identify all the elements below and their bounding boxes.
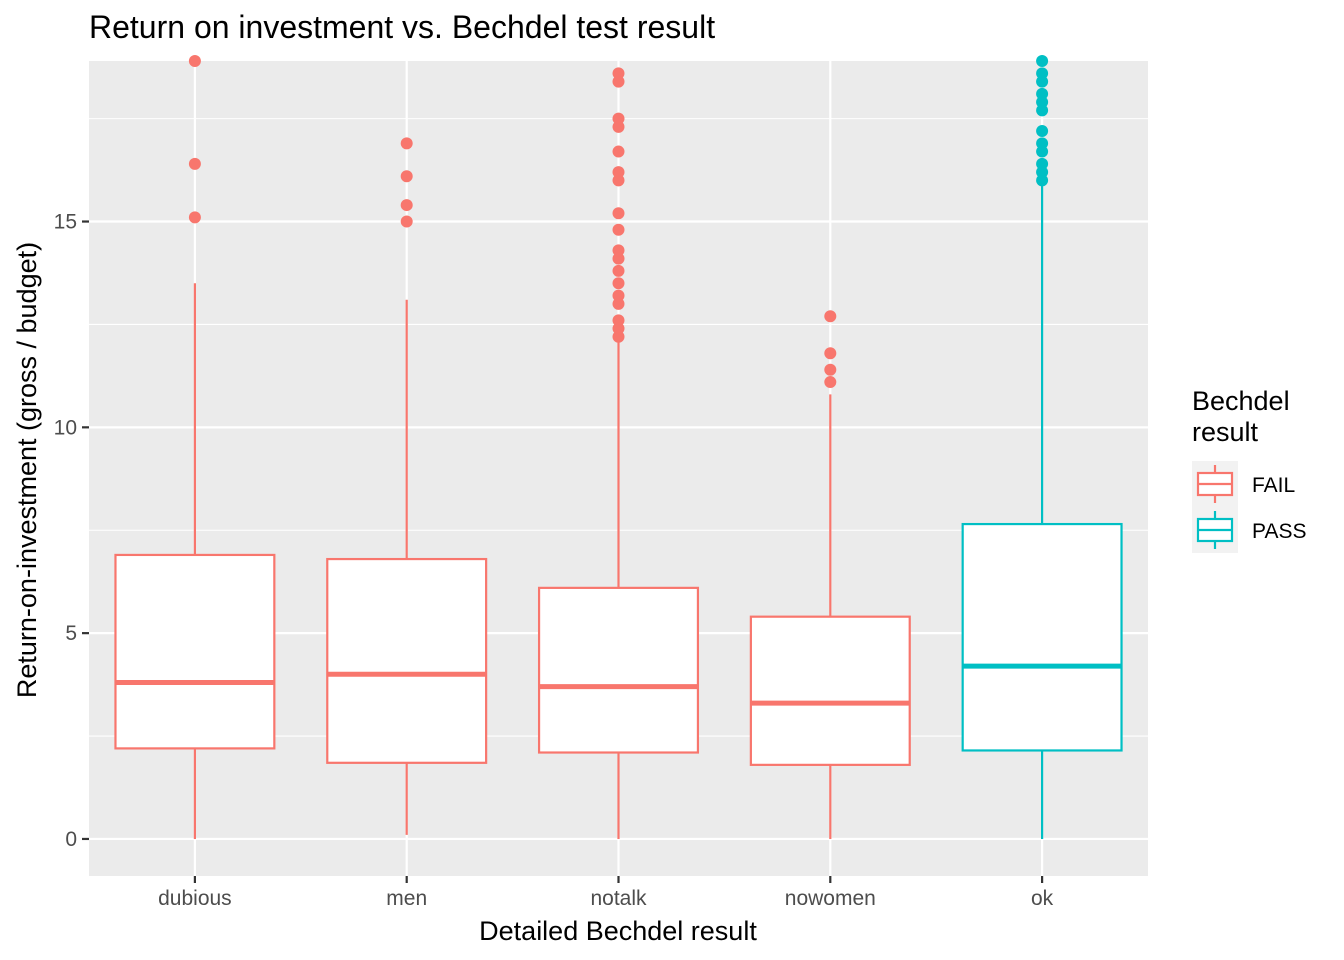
outlier-point [400,199,413,212]
legend-key-pass [1192,507,1238,553]
box-nowomen [749,310,911,839]
x-axis: dubious men notalk nowomen ok [158,876,1054,910]
outlier-point [1036,124,1049,137]
y-tick-label: 10 [54,416,77,439]
outlier-point [612,314,625,327]
legend-key-fail [1192,461,1238,507]
box-men [326,137,488,835]
outlier-point [188,157,201,170]
legend-label-fail: FAIL [1252,474,1295,497]
outlier-point [824,310,837,323]
legend-title-line: Bechdel [1192,386,1290,416]
outlier-point [824,363,837,376]
y-tick-label: 15 [54,211,77,234]
outlier-point [400,137,413,150]
outlier-point [612,277,625,290]
y-tick-label: 0 [65,828,77,851]
legend-label-pass: PASS [1252,520,1306,543]
outlier-point [612,67,625,80]
box-dubious [114,55,276,839]
outlier-point [612,174,625,187]
outlier-point [612,166,625,179]
outlier-point [612,297,625,310]
outlier-point [188,55,201,67]
outlier-point [1036,157,1049,170]
outlier-point [612,75,625,88]
outlier-point [1036,104,1049,117]
outlier-point [1036,145,1049,158]
box-iqr [537,586,700,754]
outlier-point [400,170,413,183]
outlier-point [612,322,625,335]
x-tick-label: nowomen [785,887,876,910]
outlier-point [612,330,625,343]
outlier-point [1036,75,1049,88]
outlier-point [612,223,625,236]
outlier-point [1036,87,1049,100]
box-ok [961,55,1123,839]
outlier-point [188,211,201,224]
box-iqr [114,553,276,750]
outlier-point [1036,67,1049,80]
y-axis-title: Return-on-investment (gross / budget) [12,242,42,698]
x-tick-label: men [386,887,427,910]
outlier-point [612,145,625,158]
outlier-point [824,347,837,360]
outlier-point [612,244,625,257]
outlier-point [824,376,837,389]
outlier-point [612,112,625,125]
y-axis: 0 5 10 15 [54,211,89,851]
outlier-point [1036,55,1049,67]
x-axis-title: Detailed Bechdel result [479,916,757,946]
box-iqr [749,615,911,766]
chart-title: Return on investment vs. Bechdel test re… [89,9,715,45]
box-notalk [537,67,700,839]
box-iqr [326,557,488,764]
outlier-point [612,120,625,133]
x-tick-label: ok [1031,887,1054,910]
outlier-point [612,289,625,302]
outlier-point [400,215,413,228]
outlier-point [1036,96,1049,109]
x-tick-label: notalk [590,887,647,910]
outlier-point [1036,137,1049,150]
legend-title-line: result [1192,417,1259,447]
box-iqr [961,522,1123,752]
outlier-point [612,264,625,277]
outlier-point [1036,166,1049,179]
x-tick-label: dubious [158,887,232,910]
y-tick-label: 5 [65,622,77,645]
outlier-point [1036,174,1049,187]
outlier-point [612,252,625,265]
outlier-point [612,207,625,220]
boxplot-marks [114,55,1123,839]
